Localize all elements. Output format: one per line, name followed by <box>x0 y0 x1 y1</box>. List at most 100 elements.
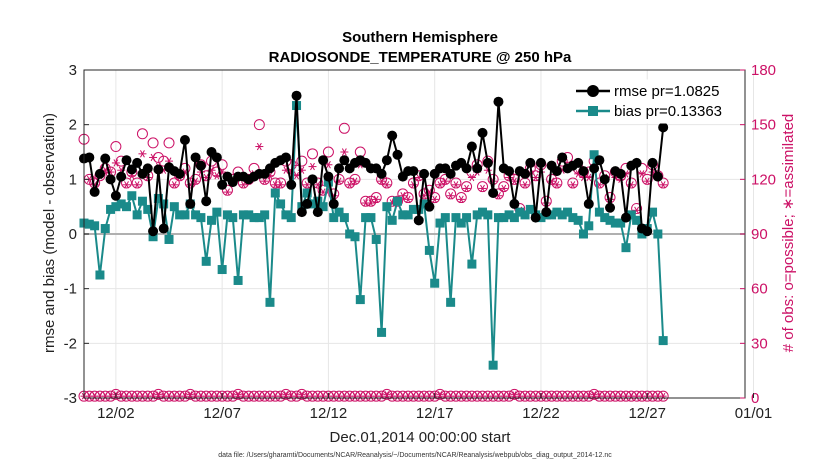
bias-point <box>446 297 456 307</box>
obs-possible-marker <box>190 173 202 185</box>
rmse-point <box>466 141 477 152</box>
bias-point <box>515 207 525 217</box>
rmse-point <box>658 122 669 133</box>
asterisk-stroke <box>278 181 284 189</box>
bias-point <box>377 327 387 337</box>
asterisk-stroke <box>432 195 438 204</box>
asterisk-stroke <box>113 159 119 167</box>
rmse-point <box>211 152 222 163</box>
bias-point <box>568 213 578 223</box>
bias-point <box>648 207 658 217</box>
bias-point <box>127 191 137 201</box>
asterisk-stroke <box>140 150 145 158</box>
obs-assimilated-marker <box>133 181 142 189</box>
obs-possible-marker <box>461 181 473 193</box>
bias-point <box>329 213 339 223</box>
rmse-point <box>424 201 435 212</box>
rmse-point <box>493 96 504 107</box>
rmse-series-layer <box>79 90 669 237</box>
rmse-point <box>642 226 653 237</box>
asterisk-stroke <box>437 181 443 189</box>
y-axis-label: rmse and bias (model - observation) <box>41 113 58 353</box>
obs-possible-marker <box>631 202 643 214</box>
rmse-point <box>302 198 313 209</box>
bias-point <box>201 256 211 266</box>
bias-point <box>563 207 573 217</box>
bias-point <box>345 229 355 239</box>
asterisk-stroke <box>156 391 161 398</box>
chart-title: Southern Hemisphere <box>342 29 498 46</box>
rmse-point <box>652 171 663 182</box>
obs-possible-marker <box>168 177 180 189</box>
rmse-point <box>174 168 185 179</box>
obs-possible-marker <box>280 388 292 400</box>
y-tick-label: -3 <box>64 390 77 407</box>
rmse-point <box>461 163 472 174</box>
asterisk-stroke <box>448 192 454 200</box>
obs-possible-marker <box>338 122 350 134</box>
rmse-point <box>578 166 589 177</box>
rmse-point <box>509 198 520 209</box>
obs-possible-marker <box>110 141 122 153</box>
x-tick-label: 12/12 <box>310 405 348 422</box>
y2-tick-label: 120 <box>751 171 776 188</box>
bias-point <box>254 213 264 223</box>
obs-assimilated-marker <box>531 173 540 182</box>
bias-point <box>334 207 344 217</box>
asterisk-stroke <box>464 184 470 193</box>
bias-point <box>478 207 488 217</box>
obs-possible-marker <box>439 173 451 185</box>
rmse-point <box>408 166 419 177</box>
rmse-point <box>105 174 116 185</box>
bias-point <box>339 213 349 223</box>
asterisk-stroke <box>341 148 347 156</box>
asterisk-stroke <box>150 153 156 162</box>
asterisk-stroke <box>256 142 262 151</box>
asterisk-stroke <box>458 195 464 204</box>
bias-point <box>137 196 147 206</box>
obs-assimilated-marker <box>111 159 120 167</box>
bias-point <box>313 196 323 206</box>
rmse-point <box>376 168 387 179</box>
bias-point <box>430 278 440 288</box>
bias-point <box>132 210 142 220</box>
obs-possible-marker <box>152 388 164 400</box>
asterisk-stroke <box>193 177 199 185</box>
bias-point <box>100 224 110 234</box>
rmse-point <box>605 202 616 213</box>
obs-possible-marker <box>360 195 372 207</box>
obs-possible-marker <box>391 195 403 207</box>
obs-assimilated-low-marker <box>282 391 290 398</box>
asterisk-stroke <box>272 181 278 189</box>
bias-point <box>244 210 254 220</box>
asterisk-stroke <box>235 391 241 398</box>
bias-point <box>260 210 270 220</box>
legend: rmse pr=1.0825 bias pr=0.13363 <box>567 79 739 124</box>
bias-point <box>525 204 535 214</box>
asterisk-stroke <box>368 199 374 207</box>
rmse-point <box>477 127 488 138</box>
rmse-point <box>195 160 206 171</box>
bias-point <box>578 229 588 239</box>
x-tick-label: 12/02 <box>97 405 135 422</box>
asterisk-stroke <box>267 171 273 180</box>
obs-assimilated-marker <box>521 181 530 189</box>
bias-point <box>361 213 371 223</box>
bias-point <box>143 204 153 214</box>
bias-point <box>207 215 217 225</box>
rmse-point <box>142 163 153 174</box>
asterisk-stroke <box>214 171 220 180</box>
obs-possible-marker <box>508 388 520 400</box>
bias-point <box>159 199 169 209</box>
obs-assimilated-marker <box>366 199 375 207</box>
rmse-point <box>94 168 105 179</box>
rmse-point <box>286 179 297 190</box>
rmse-point <box>525 157 536 168</box>
bias-point <box>212 207 222 217</box>
bias-point <box>584 221 594 231</box>
bias-point <box>594 207 604 217</box>
bias-point <box>472 210 482 220</box>
bias-point <box>233 275 243 285</box>
rmse-point <box>599 174 610 185</box>
